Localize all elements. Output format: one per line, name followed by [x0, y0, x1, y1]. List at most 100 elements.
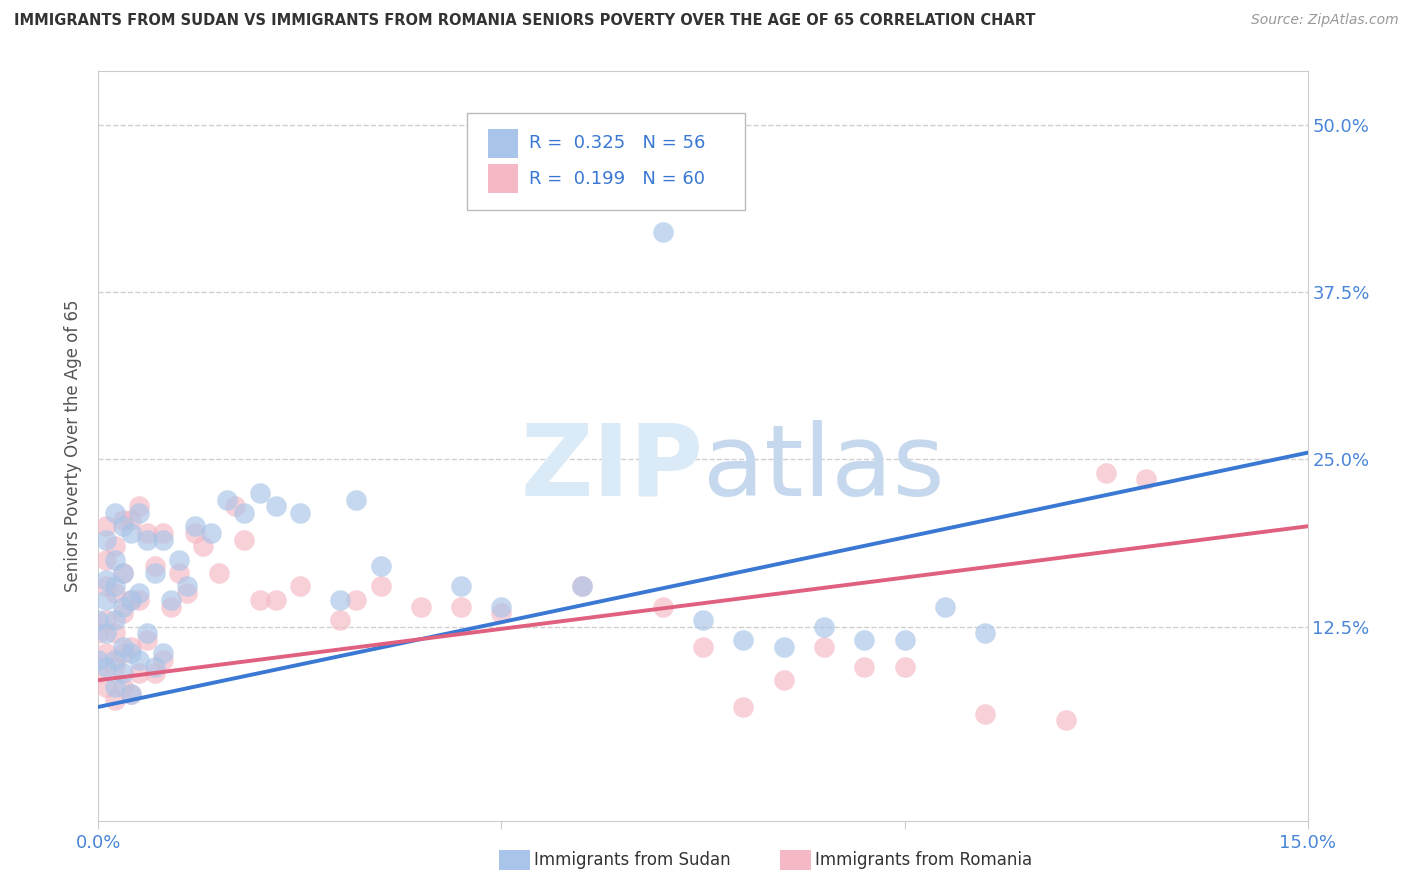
Point	[193, 539, 215, 553]
Point	[152, 653, 174, 667]
Point	[96, 680, 118, 694]
Point	[772, 673, 794, 688]
Point	[450, 599, 472, 614]
Point	[96, 573, 118, 587]
Point	[120, 640, 142, 654]
Point	[176, 586, 198, 600]
Point	[96, 553, 118, 567]
Point	[893, 660, 915, 674]
Point	[111, 566, 134, 581]
Point	[692, 640, 714, 654]
Point	[120, 646, 142, 660]
Point	[103, 506, 125, 520]
Point	[96, 660, 118, 674]
Point	[128, 666, 150, 681]
Text: Immigrants from Romania: Immigrants from Romania	[815, 851, 1032, 869]
Point	[111, 680, 134, 694]
Point	[344, 593, 367, 607]
Point	[111, 646, 134, 660]
Point	[120, 593, 142, 607]
Point	[128, 653, 150, 667]
Point	[120, 687, 142, 701]
Point	[651, 225, 673, 239]
Point	[264, 500, 287, 514]
Point	[135, 533, 157, 547]
Point	[96, 593, 118, 607]
Point	[184, 526, 207, 541]
FancyBboxPatch shape	[467, 112, 745, 210]
Point	[103, 613, 125, 627]
Point	[409, 599, 432, 614]
Point	[491, 599, 513, 614]
Point	[143, 660, 166, 674]
Point	[1095, 466, 1118, 480]
Point	[152, 526, 174, 541]
Point	[329, 613, 352, 627]
Point	[160, 599, 183, 614]
Point	[103, 580, 125, 594]
Point	[87, 653, 110, 667]
Point	[934, 599, 956, 614]
Point	[217, 492, 239, 507]
Point	[249, 593, 271, 607]
Point	[111, 640, 134, 654]
Point	[96, 580, 118, 594]
Point	[167, 566, 190, 581]
Point	[87, 613, 110, 627]
Point	[103, 626, 125, 640]
Point	[974, 626, 997, 640]
Point	[176, 580, 198, 594]
Point	[692, 613, 714, 627]
Point	[184, 519, 207, 533]
Text: R =  0.199   N = 60: R = 0.199 N = 60	[529, 169, 704, 187]
Point	[87, 626, 110, 640]
Point	[232, 533, 254, 547]
Point	[288, 580, 311, 594]
Point	[329, 593, 352, 607]
Point	[651, 599, 673, 614]
Text: Immigrants from Sudan: Immigrants from Sudan	[534, 851, 731, 869]
Point	[128, 586, 150, 600]
Point	[772, 640, 794, 654]
Point	[96, 519, 118, 533]
Point	[120, 593, 142, 607]
Point	[893, 633, 915, 648]
Point	[135, 633, 157, 648]
Bar	[488, 164, 517, 193]
Point	[450, 580, 472, 594]
Y-axis label: Seniors Poverty Over the Age of 65: Seniors Poverty Over the Age of 65	[65, 300, 83, 592]
Point	[733, 699, 755, 714]
Point	[120, 526, 142, 541]
Point	[96, 613, 118, 627]
Bar	[488, 129, 517, 158]
Point	[733, 633, 755, 648]
Point	[111, 512, 134, 526]
Point	[128, 506, 150, 520]
Point	[103, 653, 125, 667]
Point	[111, 666, 134, 681]
Point	[128, 593, 150, 607]
Point	[152, 533, 174, 547]
Point	[143, 559, 166, 574]
Point	[103, 539, 125, 553]
Text: ZIP: ZIP	[520, 420, 703, 517]
Point	[1135, 473, 1157, 487]
Point	[232, 506, 254, 520]
Point	[103, 660, 125, 674]
Point	[853, 633, 876, 648]
Point	[370, 580, 392, 594]
Point	[208, 566, 231, 581]
Point	[344, 492, 367, 507]
Point	[135, 626, 157, 640]
Point	[111, 599, 134, 614]
Text: R =  0.325   N = 56: R = 0.325 N = 56	[529, 135, 706, 153]
Text: IMMIGRANTS FROM SUDAN VS IMMIGRANTS FROM ROMANIA SENIORS POVERTY OVER THE AGE OF: IMMIGRANTS FROM SUDAN VS IMMIGRANTS FROM…	[14, 13, 1036, 29]
Point	[264, 593, 287, 607]
Point	[143, 566, 166, 581]
Point	[87, 666, 110, 681]
Point	[167, 553, 190, 567]
Point	[224, 500, 246, 514]
Point	[200, 526, 222, 541]
Point	[160, 593, 183, 607]
Point	[288, 506, 311, 520]
